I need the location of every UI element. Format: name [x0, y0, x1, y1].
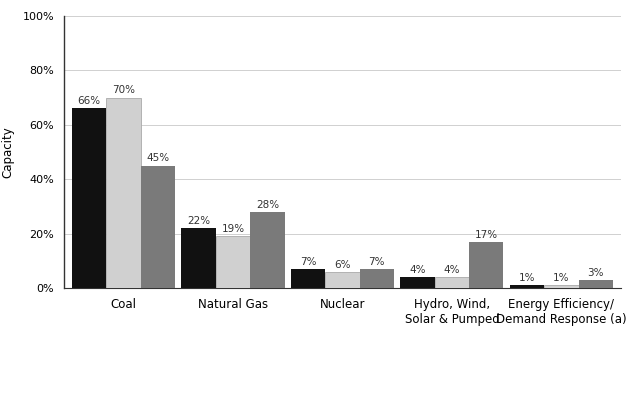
Bar: [544, 285, 579, 288]
Bar: [106, 98, 141, 288]
Text: 45%: 45%: [147, 154, 170, 164]
Text: 7%: 7%: [300, 257, 316, 267]
Text: 70%: 70%: [112, 86, 135, 96]
Bar: [216, 236, 250, 288]
Bar: [509, 285, 544, 288]
Legend: 1999, 2005, 2019: 1999, 2005, 2019: [218, 398, 467, 400]
Bar: [469, 242, 504, 288]
Text: 3%: 3%: [588, 268, 604, 278]
Text: 17%: 17%: [475, 230, 498, 240]
Text: 4%: 4%: [444, 265, 460, 275]
Bar: [291, 269, 325, 288]
Bar: [72, 108, 106, 288]
Text: 66%: 66%: [77, 96, 100, 106]
Text: 28%: 28%: [256, 200, 279, 210]
Text: 1%: 1%: [553, 273, 570, 283]
Bar: [400, 277, 435, 288]
Text: 22%: 22%: [187, 216, 210, 226]
Bar: [250, 212, 285, 288]
Y-axis label: Capacity: Capacity: [1, 126, 14, 178]
Text: 7%: 7%: [369, 257, 385, 267]
Bar: [579, 280, 613, 288]
Bar: [141, 166, 175, 288]
Bar: [325, 272, 360, 288]
Bar: [435, 277, 469, 288]
Bar: [360, 269, 394, 288]
Text: 6%: 6%: [334, 260, 351, 270]
Text: 19%: 19%: [221, 224, 244, 234]
Bar: [181, 228, 216, 288]
Text: 4%: 4%: [409, 265, 426, 275]
Text: 1%: 1%: [518, 273, 535, 283]
